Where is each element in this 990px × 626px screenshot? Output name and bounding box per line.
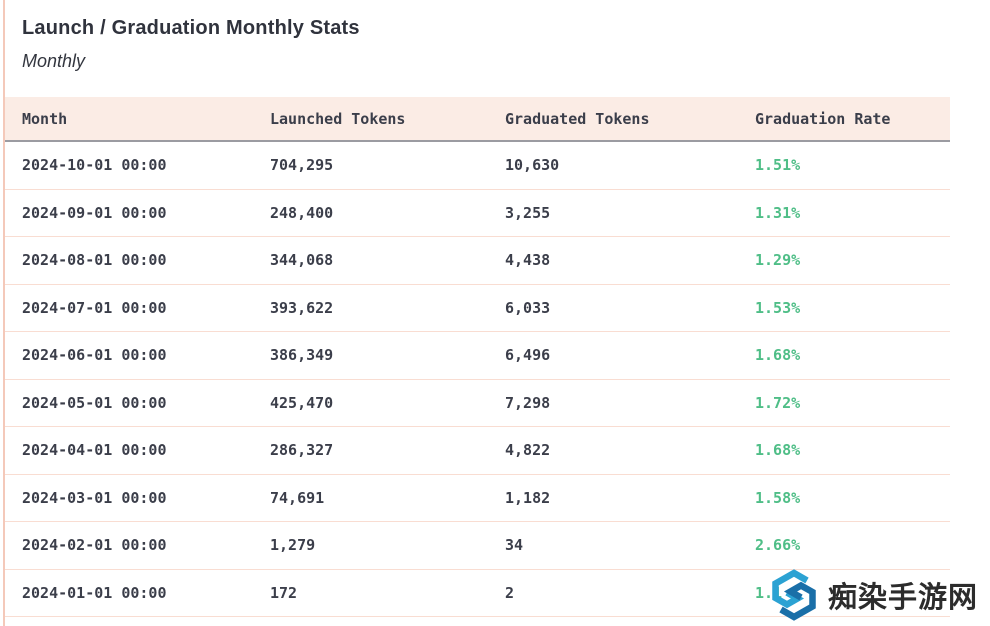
cell-graduated: 7,298 (505, 393, 551, 412)
table-row: 2024-04-01 00:00 286,327 4,822 1.68% (5, 427, 950, 475)
cell-launched: 172 (270, 583, 298, 602)
cell-rate: 1.29% (755, 251, 801, 270)
table-row: 2024-05-01 00:00 425,470 7,298 1.72% (5, 379, 950, 427)
table-row: 2024-09-01 00:00 248,400 3,255 1.31% (5, 189, 950, 237)
cell-launched: 386,349 (270, 346, 334, 365)
cell-launched: 393,622 (270, 298, 334, 317)
table-header-row: Month Launched Tokens Graduated Tokens G… (5, 97, 950, 142)
cell-launched: 1,279 (270, 536, 316, 555)
table-row: 2024-03-01 00:00 74,691 1,182 1.58% (5, 474, 950, 522)
cell-month: 2024-10-01 00:00 (22, 156, 167, 175)
cell-launched: 425,470 (270, 393, 334, 412)
cell-rate: 1.31% (755, 203, 801, 222)
stats-table: Month Launched Tokens Graduated Tokens G… (5, 97, 950, 617)
watermark-text: 痴染手游网 (827, 582, 978, 614)
cell-month: 2024-02-01 00:00 (22, 536, 167, 555)
cell-rate: 1.51% (755, 156, 801, 175)
table-row: 2024-02-01 00:00 1,279 34 2.66% (5, 522, 950, 570)
cell-rate: 1.53% (755, 298, 801, 317)
table-body: 2024-10-01 00:00 704,295 10,630 1.51% 2024-0… (5, 142, 950, 617)
left-accent-line (3, 0, 5, 626)
cell-month: 2024-08-01 00:00 (22, 251, 167, 270)
cell-graduated: 1,182 (505, 488, 551, 507)
cell-month: 2024-05-01 00:00 (22, 393, 167, 412)
table-row: 2024-10-01 00:00 704,295 10,630 1.51% (5, 142, 950, 190)
column-header-launched-tokens: Launched Tokens (270, 109, 406, 128)
cell-graduated: 4,438 (505, 251, 551, 270)
table-row: 2024-06-01 00:00 386,349 6,496 1.68% (5, 332, 950, 380)
cell-rate: 1.68% (755, 346, 801, 365)
cell-month: 2024-03-01 00:00 (22, 488, 167, 507)
table-row: 2024-07-01 00:00 393,622 6,033 1.53% (5, 284, 950, 332)
widget-title: Launch / Graduation Monthly Stats (22, 17, 360, 39)
watermark-logo-icon (772, 569, 816, 621)
cell-graduated: 6,033 (505, 298, 551, 317)
column-header-month: Month (22, 109, 68, 128)
cell-rate: 1.68% (755, 441, 801, 460)
cell-launched: 286,327 (270, 441, 334, 460)
cell-rate: 1.58% (755, 488, 801, 507)
cell-month: 2024-06-01 00:00 (22, 346, 167, 365)
cell-graduated: 34 (505, 536, 524, 555)
table-row: 2024-08-01 00:00 344,068 4,438 1.29% (5, 237, 950, 285)
cell-month: 2024-09-01 00:00 (22, 203, 167, 222)
watermark: 痴染手游网 (767, 568, 978, 622)
cell-graduated: 6,496 (505, 346, 551, 365)
cell-graduated: 10,630 (505, 156, 560, 175)
cell-rate: 1.72% (755, 393, 801, 412)
cell-rate: 2.66% (755, 536, 801, 555)
widget-subtitle: Monthly (22, 51, 86, 71)
cell-month: 2024-04-01 00:00 (22, 441, 167, 460)
cell-graduated: 3,255 (505, 203, 551, 222)
cell-launched: 74,691 (270, 488, 325, 507)
column-header-graduated-tokens: Graduated Tokens (505, 109, 650, 128)
cell-launched: 344,068 (270, 251, 334, 270)
cell-graduated: 2 (505, 583, 515, 602)
cell-month: 2024-01-01 00:00 (22, 583, 167, 602)
cell-launched: 704,295 (270, 156, 334, 175)
column-header-graduation-rate: Graduation Rate (755, 109, 891, 128)
cell-graduated: 4,822 (505, 441, 551, 460)
cell-month: 2024-07-01 00:00 (22, 298, 167, 317)
cell-launched: 248,400 (270, 203, 334, 222)
